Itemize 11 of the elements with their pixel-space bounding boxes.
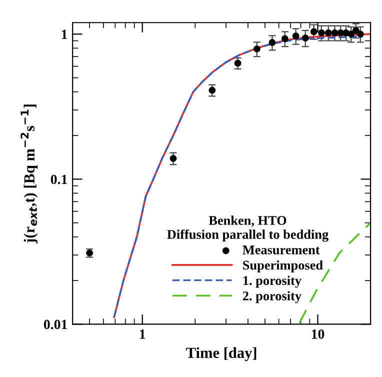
x-axis-title: Time [day] — [186, 347, 256, 362]
legend-label: 2. porosity — [242, 291, 302, 304]
legend-label: Superimposed — [243, 260, 323, 272]
legend-label: 1. porosity — [243, 276, 302, 288]
legend-title: Benken, HTO Diffusion parallel to bedding — [167, 216, 328, 242]
y-axis-title: j(r$_{ext}$,t) [Bq m$^{−2}$s$^{−1}$] — [20, 104, 38, 244]
y-tick-label: 1 — [62, 30, 67, 39]
y-tick-label: 0.1 — [50, 174, 67, 184]
x-tick-label: 10 — [312, 329, 324, 339]
legend-label: Measurement — [242, 246, 320, 254]
y-tick-label: 0.01 — [44, 320, 67, 330]
